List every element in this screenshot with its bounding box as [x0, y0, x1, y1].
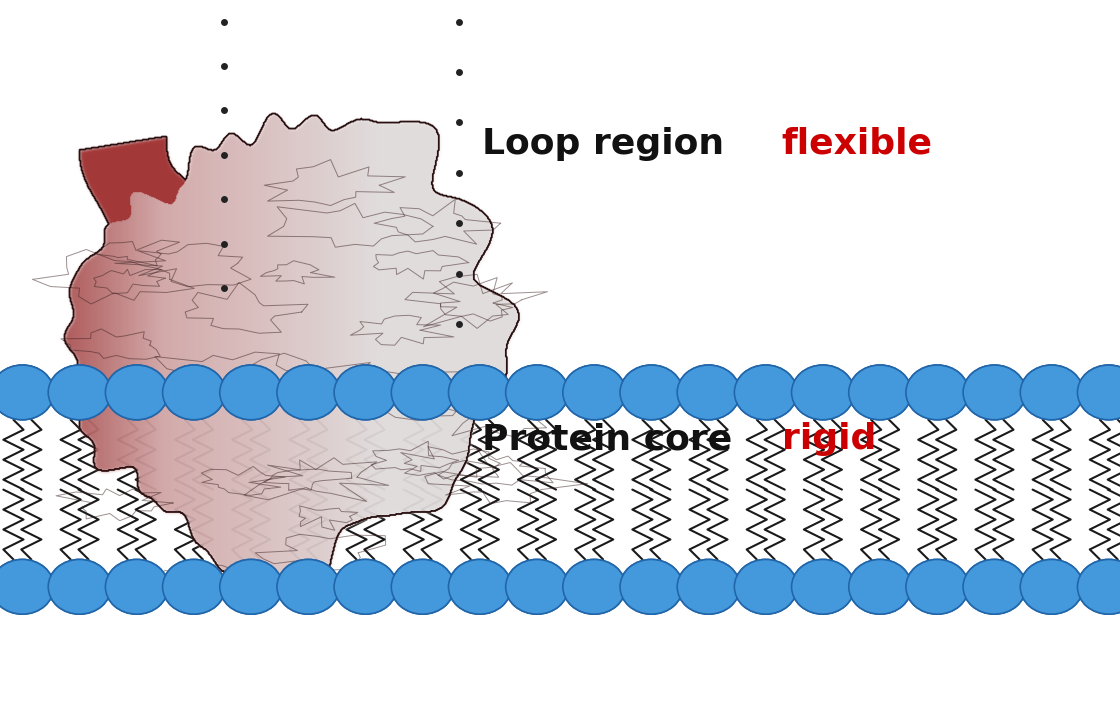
Ellipse shape	[792, 365, 855, 420]
Ellipse shape	[220, 365, 282, 420]
Ellipse shape	[906, 559, 969, 614]
Ellipse shape	[277, 559, 339, 614]
Ellipse shape	[505, 559, 568, 614]
Ellipse shape	[849, 365, 912, 420]
Ellipse shape	[391, 365, 454, 420]
Ellipse shape	[620, 365, 683, 420]
Ellipse shape	[277, 365, 339, 420]
Ellipse shape	[162, 365, 225, 420]
Ellipse shape	[334, 365, 396, 420]
Ellipse shape	[0, 365, 54, 420]
Ellipse shape	[678, 559, 740, 614]
Ellipse shape	[620, 365, 683, 420]
Ellipse shape	[620, 559, 683, 614]
Ellipse shape	[334, 365, 396, 420]
Ellipse shape	[1077, 365, 1120, 420]
Ellipse shape	[1020, 365, 1083, 420]
Ellipse shape	[563, 559, 626, 614]
Ellipse shape	[906, 365, 969, 420]
Ellipse shape	[963, 559, 1026, 614]
Ellipse shape	[849, 559, 912, 614]
Ellipse shape	[277, 365, 339, 420]
Ellipse shape	[334, 559, 396, 614]
Text: Protein core: Protein core	[482, 422, 745, 456]
Text: flexible: flexible	[782, 127, 933, 161]
Ellipse shape	[849, 559, 912, 614]
Ellipse shape	[563, 559, 626, 614]
Ellipse shape	[1077, 559, 1120, 614]
Ellipse shape	[505, 365, 568, 420]
Ellipse shape	[678, 365, 740, 420]
Ellipse shape	[620, 559, 683, 614]
Ellipse shape	[48, 559, 111, 614]
Ellipse shape	[448, 365, 511, 420]
Ellipse shape	[391, 559, 454, 614]
Ellipse shape	[220, 365, 282, 420]
Ellipse shape	[334, 559, 396, 614]
Ellipse shape	[505, 559, 568, 614]
Ellipse shape	[678, 365, 740, 420]
Ellipse shape	[105, 365, 168, 420]
Ellipse shape	[792, 559, 855, 614]
Ellipse shape	[849, 365, 912, 420]
Ellipse shape	[906, 365, 969, 420]
Ellipse shape	[220, 559, 282, 614]
Ellipse shape	[963, 365, 1026, 420]
Ellipse shape	[792, 365, 855, 420]
Ellipse shape	[0, 365, 54, 420]
Ellipse shape	[162, 559, 225, 614]
Ellipse shape	[162, 365, 225, 420]
Ellipse shape	[735, 365, 797, 420]
Ellipse shape	[735, 365, 797, 420]
Ellipse shape	[391, 559, 454, 614]
Ellipse shape	[505, 365, 568, 420]
Ellipse shape	[906, 559, 969, 614]
Ellipse shape	[678, 559, 740, 614]
Ellipse shape	[963, 365, 1026, 420]
Ellipse shape	[448, 559, 511, 614]
Ellipse shape	[48, 365, 111, 420]
Text: rigid: rigid	[782, 422, 876, 456]
Ellipse shape	[162, 559, 225, 614]
Ellipse shape	[391, 365, 454, 420]
Ellipse shape	[0, 559, 54, 614]
Ellipse shape	[105, 559, 168, 614]
Ellipse shape	[1020, 365, 1083, 420]
Ellipse shape	[1077, 365, 1120, 420]
Ellipse shape	[563, 365, 626, 420]
Ellipse shape	[105, 365, 168, 420]
Ellipse shape	[735, 559, 797, 614]
Ellipse shape	[1077, 559, 1120, 614]
Ellipse shape	[105, 559, 168, 614]
Ellipse shape	[277, 559, 339, 614]
Ellipse shape	[220, 559, 282, 614]
Ellipse shape	[1020, 559, 1083, 614]
Ellipse shape	[0, 559, 54, 614]
Ellipse shape	[1020, 559, 1083, 614]
Ellipse shape	[448, 559, 511, 614]
Ellipse shape	[963, 559, 1026, 614]
Ellipse shape	[563, 365, 626, 420]
Ellipse shape	[48, 559, 111, 614]
Ellipse shape	[792, 559, 855, 614]
Ellipse shape	[448, 365, 511, 420]
Ellipse shape	[735, 559, 797, 614]
Text: Loop region: Loop region	[482, 127, 736, 161]
Ellipse shape	[48, 365, 111, 420]
